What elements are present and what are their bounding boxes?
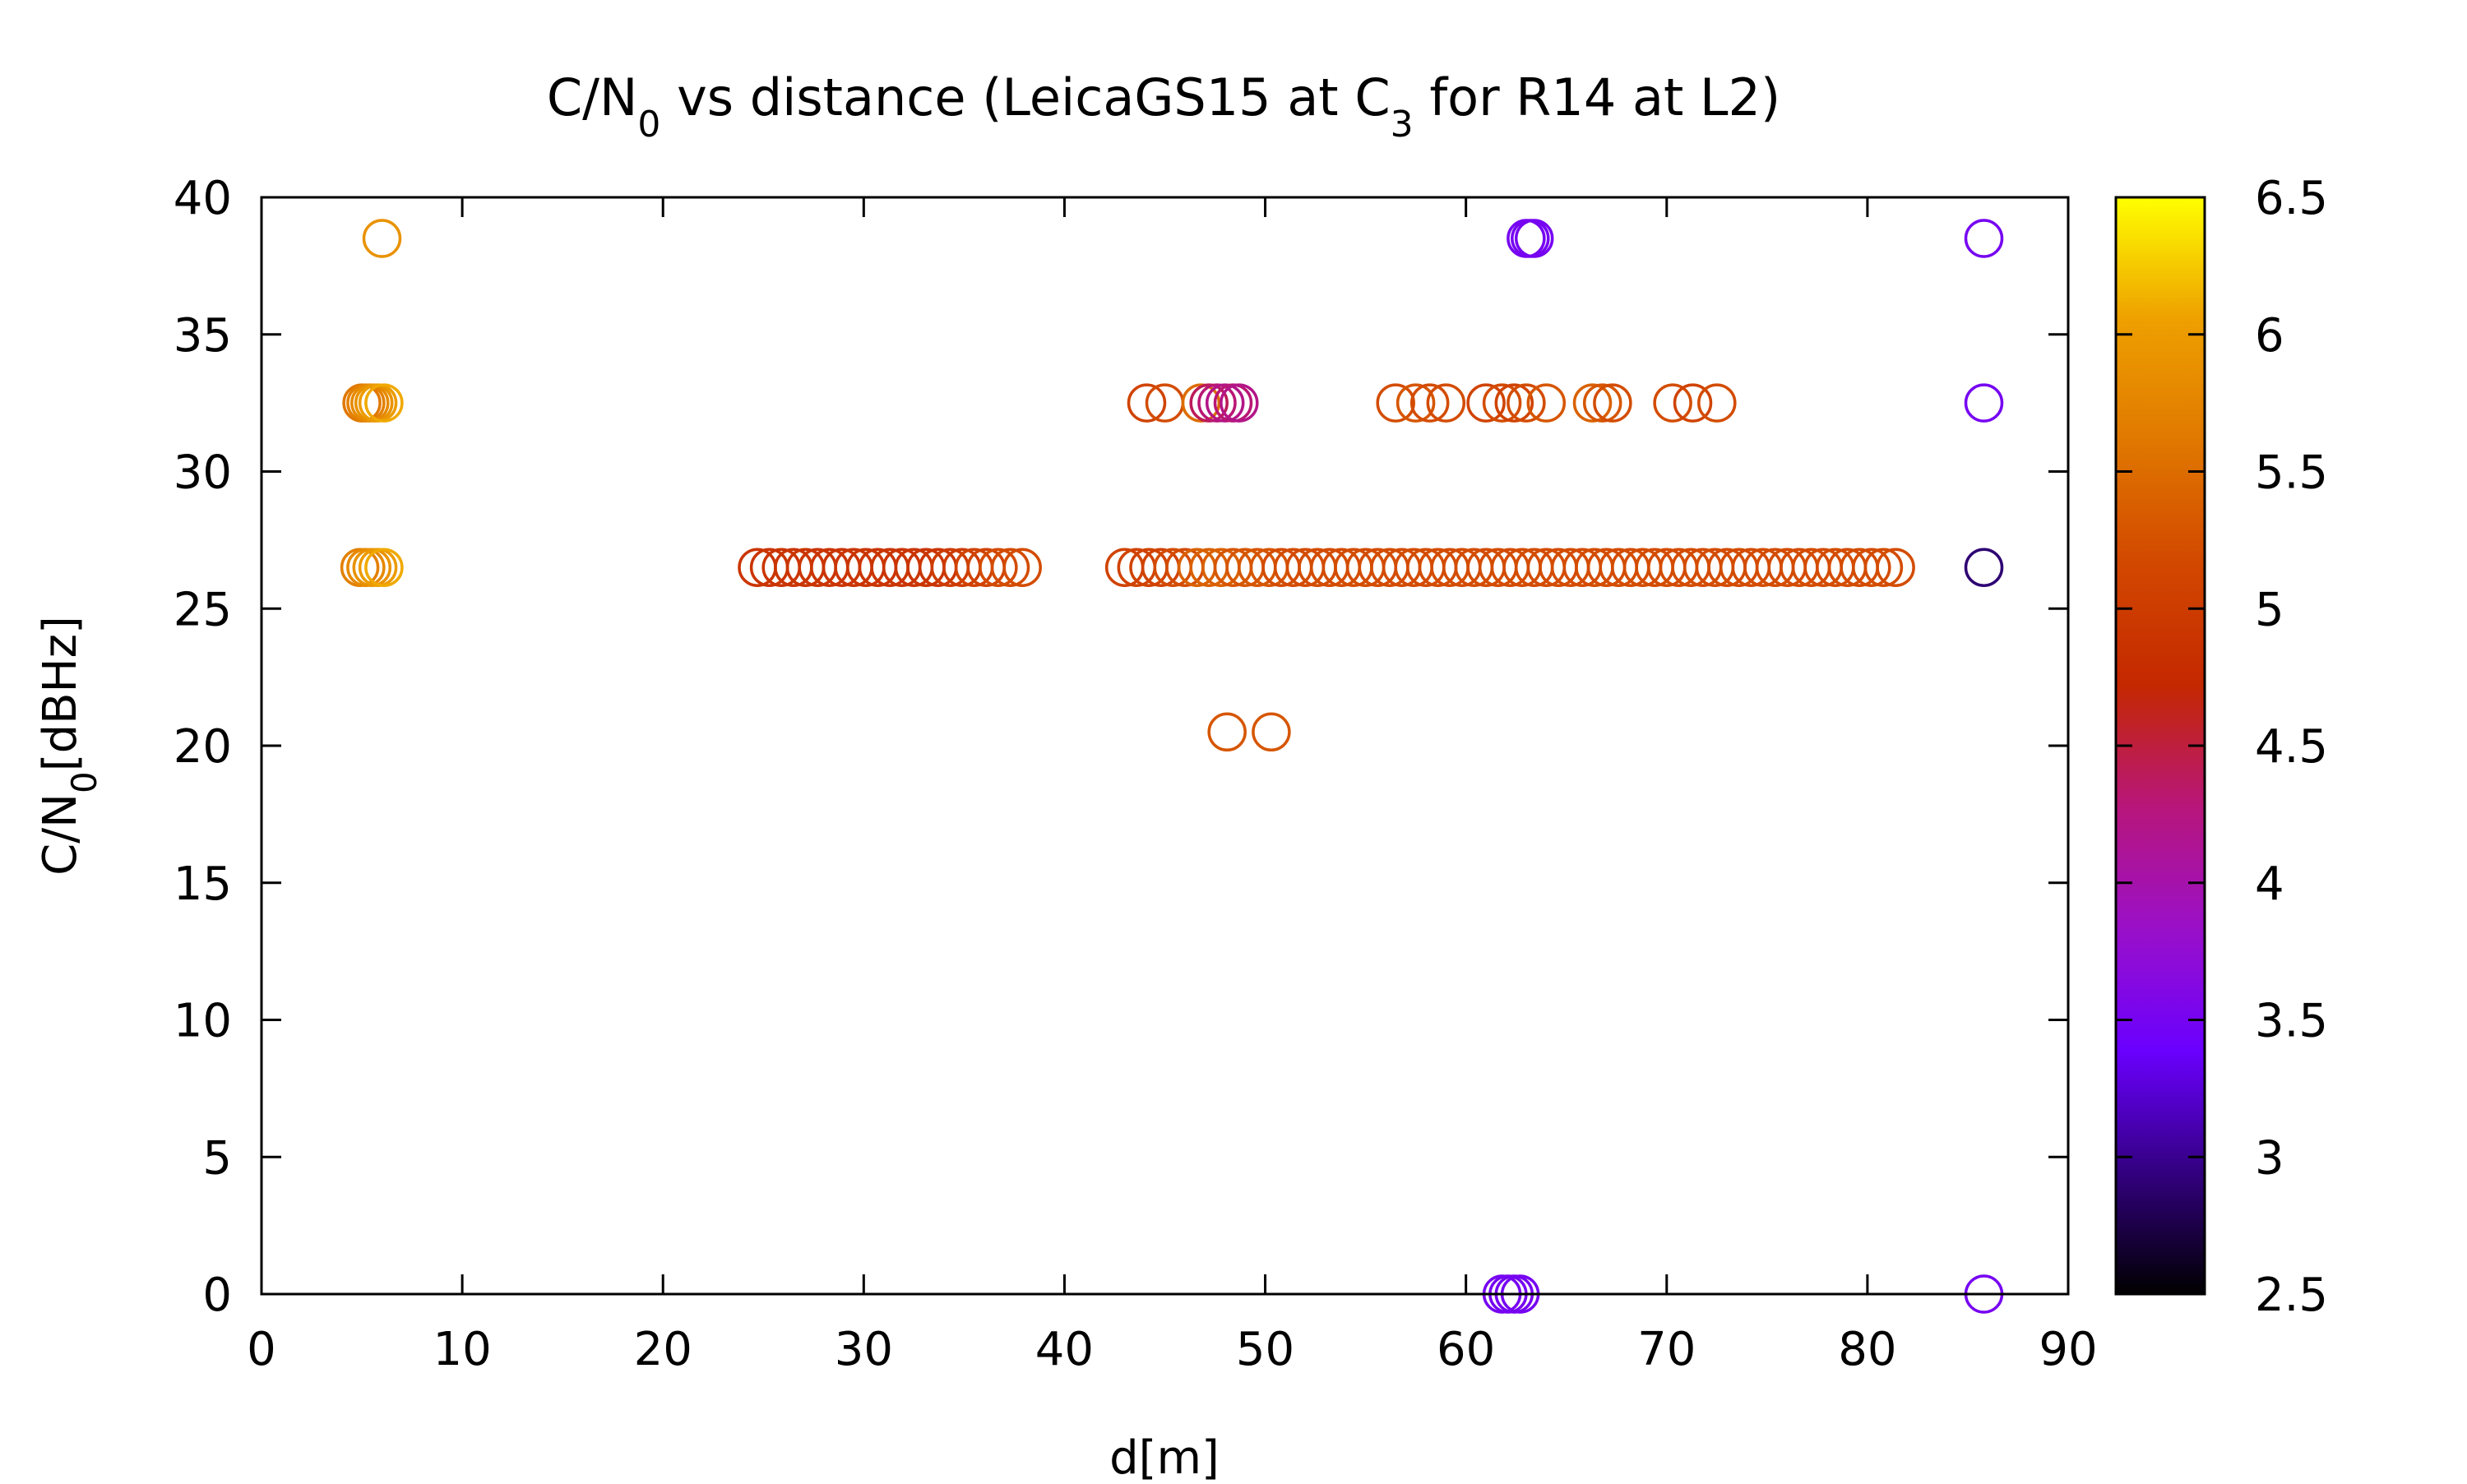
- data-point: [1964, 383, 2004, 423]
- colorbar-tick-label: 5: [2255, 583, 2284, 636]
- x-axis-label: d[m]: [1109, 1431, 1220, 1480]
- chart-title: C/N0 vs distance (LeicaGS15 at C3 for R1…: [547, 67, 1780, 146]
- y-tick-label: 40: [174, 172, 232, 225]
- y-tick-label: 0: [202, 1269, 232, 1322]
- y-tick-label: 10: [174, 995, 232, 1048]
- data-point: [1409, 383, 1450, 423]
- data-point: [1582, 383, 1622, 423]
- x-tick-label: 80: [1838, 1323, 1896, 1376]
- x-tick-label: 70: [1637, 1323, 1696, 1376]
- data-point: [1252, 712, 1291, 752]
- data-point: [990, 548, 1030, 587]
- y-tick-label: 35: [174, 309, 232, 363]
- data-point: [1964, 548, 2004, 587]
- data-point: [1653, 383, 1692, 423]
- x-tick-label: 20: [634, 1323, 692, 1376]
- data-point: [1395, 383, 1436, 423]
- x-tick-label: 30: [835, 1323, 893, 1376]
- data-point: [1863, 548, 1904, 587]
- y-tick-label: 30: [174, 446, 232, 500]
- data-point: [1189, 383, 1229, 423]
- colorbar-tick-label: 6: [2255, 309, 2284, 363]
- data-point: [1964, 219, 2004, 258]
- data-point: [364, 548, 404, 587]
- data-point: [1526, 383, 1567, 423]
- x-tick-label: 10: [433, 1323, 491, 1376]
- data-point: [979, 548, 1018, 587]
- data-point: [1852, 548, 1891, 587]
- y-axis: 0 5 10 15 20 25 30 35 40: [174, 172, 2068, 1322]
- data-point: [1673, 383, 1713, 423]
- data-point: [1507, 383, 1546, 423]
- data-point: [1697, 383, 1737, 423]
- data-point: [1002, 548, 1042, 587]
- colorbar-tick-label: 4: [2255, 858, 2284, 911]
- data-point: [1482, 383, 1522, 423]
- data-point: [1205, 383, 1245, 423]
- data-point: [1494, 383, 1534, 423]
- colorbar-tick-label: 6.5: [2255, 172, 2328, 225]
- x-tick-label: 40: [1035, 1323, 1094, 1376]
- data-point: [1197, 383, 1237, 423]
- data-point: [1181, 383, 1221, 423]
- data-point: [1376, 383, 1415, 423]
- colorbar-tick-label: 5.5: [2255, 446, 2328, 500]
- data-point: [1593, 383, 1632, 423]
- data-point: [1207, 712, 1247, 752]
- y-tick-label: 5: [202, 1131, 232, 1185]
- colorbar-ticks: 2.5 3 3.5 4 4.5 5 5.5 6 6.5: [2116, 172, 2328, 1322]
- data-point: [1127, 383, 1167, 423]
- colorbar-tick-label: 3: [2255, 1131, 2284, 1185]
- x-tick-label: 60: [1437, 1323, 1495, 1376]
- colorbar-tick-label: 2.5: [2255, 1269, 2328, 1322]
- data-point: [1514, 219, 1554, 258]
- y-tick-label: 25: [174, 583, 232, 636]
- data-point: [1220, 383, 1259, 423]
- plot-frame: [260, 196, 2070, 1296]
- colorbar-tick-label: 3.5: [2255, 995, 2328, 1048]
- data-point: [364, 383, 404, 423]
- data-point: [1572, 383, 1613, 423]
- data-point: [1876, 548, 1915, 587]
- data-point: [362, 219, 402, 258]
- colorbar-tick-label: 4.5: [2255, 720, 2328, 774]
- x-tick-label: 50: [1236, 1323, 1294, 1376]
- y-tick-label: 15: [174, 858, 232, 911]
- y-axis-label: C/N0[dBHz]: [34, 616, 104, 876]
- x-tick-label: 0: [247, 1323, 276, 1376]
- x-axis: 0 10 20 30 40 50 60 70 80 90: [247, 197, 2098, 1376]
- data-point: [1426, 383, 1466, 423]
- x-tick-label: 90: [2039, 1323, 2097, 1376]
- colorbar: 2.5 3 3.5 4 4.5 5 5.5 6 6.5: [2114, 172, 2328, 1322]
- data-points: [340, 219, 2004, 1314]
- data-point: [1466, 383, 1506, 423]
- y-tick-label: 20: [174, 720, 232, 774]
